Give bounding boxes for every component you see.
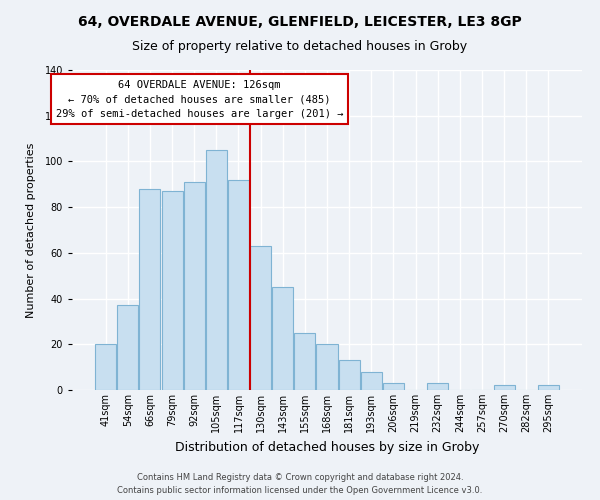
Bar [161,191,182,390]
Bar [228,180,249,390]
Bar [538,386,559,390]
Bar [250,246,271,390]
Bar [184,182,205,390]
Bar [118,306,139,390]
Text: 64 OVERDALE AVENUE: 126sqm
← 70% of detached houses are smaller (485)
29% of sem: 64 OVERDALE AVENUE: 126sqm ← 70% of deta… [56,80,343,119]
Bar [206,150,227,390]
Bar [295,333,316,390]
Bar [427,383,448,390]
Bar [316,344,338,390]
Bar [494,386,515,390]
Text: Contains HM Land Registry data © Crown copyright and database right 2024.
Contai: Contains HM Land Registry data © Crown c… [118,473,482,495]
Bar [95,344,116,390]
Y-axis label: Number of detached properties: Number of detached properties [26,142,36,318]
Bar [139,189,160,390]
Bar [338,360,359,390]
Bar [361,372,382,390]
Text: Size of property relative to detached houses in Groby: Size of property relative to detached ho… [133,40,467,53]
X-axis label: Distribution of detached houses by size in Groby: Distribution of detached houses by size … [175,440,479,454]
Bar [383,383,404,390]
Bar [272,287,293,390]
Text: 64, OVERDALE AVENUE, GLENFIELD, LEICESTER, LE3 8GP: 64, OVERDALE AVENUE, GLENFIELD, LEICESTE… [78,15,522,29]
